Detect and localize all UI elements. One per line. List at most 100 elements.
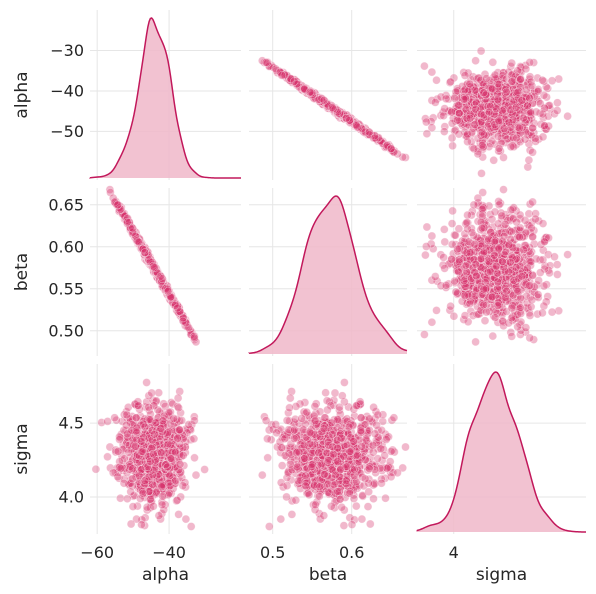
scatter-point: [525, 281, 534, 290]
kde-fill-alpha: [90, 18, 241, 178]
scatter-point: [487, 84, 497, 94]
scatter-point: [341, 113, 351, 123]
scatter-point: [553, 270, 562, 279]
scatter-point: [535, 99, 545, 108]
scatter-point: [190, 333, 199, 343]
panel-beta-vs-sigma: [417, 185, 586, 356]
panels-group: [89, 10, 587, 534]
scatter-point: [140, 248, 150, 257]
scatter-point: [493, 301, 503, 310]
scatter-point: [430, 98, 440, 107]
scatter-point: [154, 511, 164, 520]
scatter-point: [515, 123, 524, 133]
scatter-point: [490, 313, 500, 322]
scatter-point: [520, 216, 530, 225]
scatter-point: [492, 261, 501, 271]
scatter-point: [528, 271, 538, 280]
scatter-point: [528, 232, 538, 242]
scatter-point: [513, 322, 522, 332]
scatter-point: [487, 292, 497, 302]
scatter-point: [488, 57, 498, 67]
scatter-point: [531, 214, 540, 224]
scatter-point: [420, 61, 429, 71]
panel-beta-vs-beta: [248, 188, 408, 356]
scatter-point: [460, 291, 470, 301]
scatter-point: [439, 253, 448, 262]
scatter-point: [563, 250, 572, 259]
scatter-points: [420, 185, 572, 347]
scatter-point: [516, 303, 525, 312]
scatter-point: [439, 225, 449, 234]
scatter-point: [513, 286, 523, 296]
panel-alpha-vs-sigma: [417, 10, 586, 180]
scatter-point: [519, 113, 528, 123]
scatter-point: [91, 464, 101, 474]
scatter-point: [540, 237, 549, 247]
scatter-point: [471, 337, 480, 347]
scatter-point: [507, 77, 517, 86]
scatter-point: [421, 242, 431, 251]
scatter-point: [477, 127, 487, 137]
scatter-point: [517, 96, 527, 105]
scatter-point: [454, 257, 464, 267]
scatter-point: [493, 277, 503, 287]
scatter-point: [507, 332, 517, 341]
scatter-point: [538, 219, 548, 228]
scatter-point: [499, 185, 508, 194]
scatter-point: [484, 107, 494, 117]
scatter-point: [181, 514, 191, 524]
scatter-point: [327, 103, 337, 112]
scatter-point: [440, 264, 449, 273]
scatter-point: [447, 254, 456, 264]
scatter-point: [352, 121, 361, 130]
scatter-point: [547, 307, 557, 317]
scatter-point: [515, 232, 524, 242]
scatter-point: [131, 426, 141, 436]
scatter-point: [471, 259, 481, 269]
scatter-point: [538, 109, 548, 119]
scatter-point: [156, 271, 166, 281]
scatter-points: [257, 56, 410, 162]
scatter-point: [448, 206, 457, 216]
scatter-point: [386, 144, 396, 154]
scatter-point: [490, 70, 500, 80]
scatter-point: [525, 311, 535, 320]
scatter-point: [528, 197, 537, 207]
scatter-point: [454, 100, 463, 110]
scatter-point: [502, 87, 511, 97]
scatter-point: [540, 121, 549, 130]
scatter-point: [169, 414, 178, 423]
scatter-point: [430, 272, 440, 281]
scatter-point: [427, 317, 437, 327]
scatter-point: [470, 291, 480, 301]
scatter-point: [528, 123, 538, 133]
scatter-point: [450, 276, 459, 286]
scatter-point: [451, 287, 461, 297]
scatter-point: [173, 393, 183, 403]
scatter-point: [476, 46, 486, 56]
scatter-point: [498, 316, 508, 326]
scatter-point: [122, 420, 131, 430]
scatter-point: [479, 284, 489, 294]
scatter-point: [126, 519, 136, 529]
scatter-point: [500, 220, 510, 229]
scatter-point: [174, 510, 183, 519]
scatter-point: [142, 378, 151, 387]
scatter-point: [499, 124, 509, 133]
scatter-point: [512, 217, 521, 227]
scatter-point: [506, 142, 516, 152]
scatter-point: [165, 481, 175, 491]
scatter-point: [122, 410, 132, 420]
scatter-point: [477, 204, 487, 214]
scatter-point: [528, 148, 537, 157]
scatter-point: [489, 156, 499, 165]
scatter-point: [489, 251, 499, 260]
scatter-point: [467, 228, 477, 237]
scatter-point: [521, 323, 531, 332]
scatter-point: [186, 522, 196, 531]
panel-alpha-vs-beta: [249, 10, 410, 180]
scatter-point: [470, 85, 480, 95]
scatter-point: [440, 237, 450, 247]
panel-grid: [90, 188, 241, 356]
scatter-point: [453, 244, 462, 254]
